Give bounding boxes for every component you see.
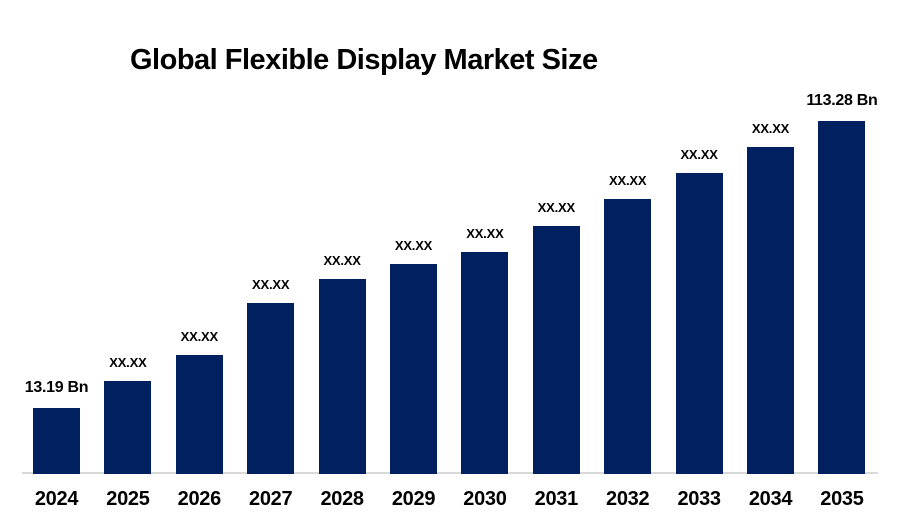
year-label-2029: 2029 (391, 488, 436, 510)
value-label-2029: XX.XX (394, 238, 433, 253)
value-label-2024: 13.19 Bn (24, 379, 89, 396)
bar-2029 (390, 264, 437, 474)
value-label-2031: XX.XX (537, 200, 575, 215)
bar-2024 (33, 408, 80, 474)
value-label-2034: XX.XX (751, 121, 790, 136)
year-label-2028: 2028 (320, 488, 364, 510)
bar-2025 (104, 381, 152, 474)
year-label-2024: 2024 (34, 488, 79, 510)
value-label-2027: XX.XX (252, 277, 290, 292)
bar-2030 (461, 252, 509, 474)
bar-2031 (532, 226, 580, 474)
year-label-2031: 2031 (534, 488, 579, 510)
value-label-2033: XX.XX (680, 147, 718, 162)
value-label-2035: 113.28 Bn (806, 92, 878, 109)
bar-2028 (318, 279, 366, 474)
year-label-2027: 2027 (249, 488, 293, 510)
value-label-2032: XX.XX (609, 173, 647, 188)
value-label-2028: XX.XX (323, 253, 361, 268)
year-label-2030: 2030 (463, 488, 507, 510)
value-label-2025: XX.XX (109, 355, 147, 370)
bar-2032 (604, 199, 652, 474)
year-label-2035: 2035 (820, 488, 864, 510)
x-axis-line (22, 472, 878, 474)
bar-2035 (818, 121, 866, 474)
year-label-2025: 2025 (106, 488, 150, 510)
year-label-2033: 2033 (677, 488, 721, 510)
year-label-2026: 2026 (177, 488, 222, 510)
bar-2026 (175, 355, 223, 474)
chart-title: Global Flexible Display Market Size (130, 44, 598, 76)
value-label-2026: XX.XX (180, 329, 218, 344)
year-label-2034: 2034 (748, 488, 793, 510)
bar-2034 (747, 147, 794, 474)
year-label-2032: 2032 (606, 488, 650, 510)
bar-2033 (675, 173, 723, 474)
value-label-2030: XX.XX (466, 226, 504, 241)
bar-2027 (247, 303, 295, 474)
